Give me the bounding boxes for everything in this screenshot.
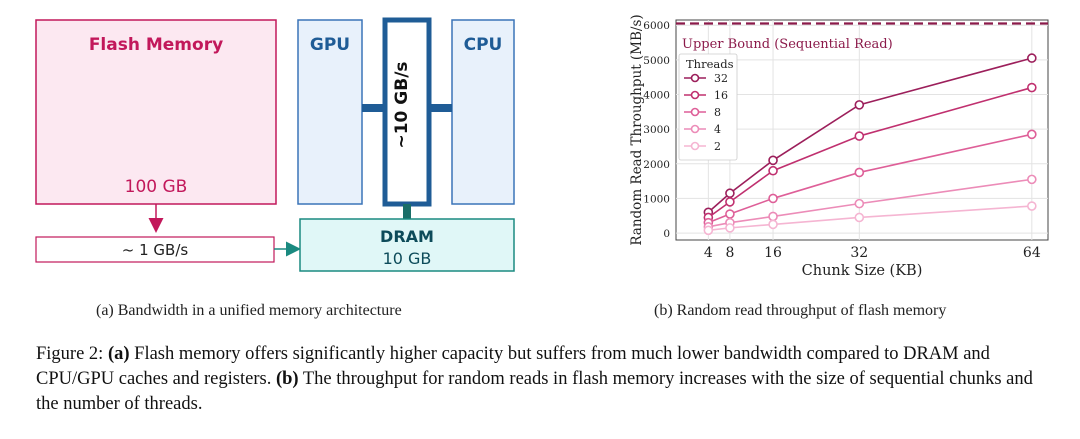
y-tick-label: 4000 (643, 89, 670, 101)
legend-label-32: 32 (714, 72, 728, 85)
legend-marker-32 (690, 73, 700, 83)
legend-marker-16 (690, 90, 700, 100)
y-tick-label: 1000 (643, 193, 670, 205)
flash-bandwidth-label: ~ 1 GB/s (122, 241, 189, 259)
data-point-2 (1027, 201, 1037, 211)
gpu-box (297, 19, 363, 205)
data-point-32 (725, 188, 735, 199)
chart-grid (676, 20, 1048, 240)
chart-series (703, 53, 1037, 236)
data-point-32 (854, 100, 865, 110)
x-tick-label: 32 (850, 245, 868, 261)
data-point-4 (768, 211, 778, 222)
x-axis-label: Chunk Size (KB) (802, 263, 923, 279)
data-point-2 (854, 212, 865, 223)
upper-bound-label: Upper Bound (Sequential Read) (682, 37, 893, 52)
legend-marker-2 (690, 141, 700, 151)
subcaption-a: (a) Bandwidth in a unified memory archit… (96, 302, 402, 319)
legend-label-8: 8 (714, 106, 721, 119)
dram-box (299, 218, 515, 272)
x-tick-label: 16 (764, 245, 782, 261)
data-point-32 (1027, 53, 1037, 63)
legend-marker-8 (690, 107, 700, 117)
x-tick-label: 64 (1023, 245, 1041, 261)
caption-b-label: (b) (275, 369, 299, 389)
data-point-16 (725, 197, 735, 207)
dram-title: DRAM (380, 227, 434, 246)
y-axis-label: Random Read Throughput (MB/s) (629, 14, 645, 245)
y-tick-label: 3000 (643, 124, 670, 136)
figure-caption: Figure 2: (a) Flash memory offers signif… (36, 342, 1056, 417)
x-tick-label: 8 (725, 245, 734, 261)
subcaption-b: (b) Random read throughput of flash memo… (654, 302, 947, 319)
data-point-16 (768, 165, 778, 176)
data-point-4 (1027, 174, 1037, 185)
cpu-bus-connector (429, 104, 452, 112)
legend-label-16: 16 (714, 89, 728, 102)
data-point-8 (1027, 129, 1037, 140)
data-point-4 (854, 198, 865, 209)
data-point-8 (854, 167, 865, 178)
cpu-label: CPU (464, 35, 503, 55)
legend-title: Threads (686, 57, 734, 71)
caption-a-text: Flash memory offers significantly higher… (36, 344, 990, 389)
data-point-32 (768, 155, 778, 166)
y-tick-label: 0 (663, 228, 670, 240)
flash-bandwidth-box (35, 236, 275, 263)
chart-legend: Threads 32 16 8 4 2 (678, 53, 738, 161)
flash-memory-capacity: 100 GB (125, 177, 188, 197)
gpu-bus-connector (362, 104, 385, 112)
x-ticks: 4 8 16 32 64 (704, 245, 1041, 261)
data-point-8 (725, 209, 735, 219)
y-ticks: 0 1000 2000 3000 4000 5000 6000 (643, 20, 670, 240)
gpu-label: GPU (310, 35, 350, 55)
caption-b-text: The throughput for random reads in flash… (36, 369, 1033, 414)
data-point-8 (768, 193, 778, 204)
legend-label-2: 2 (714, 140, 721, 153)
dram-capacity: 10 GB (383, 249, 432, 268)
flash-memory-title: Flash Memory (89, 35, 223, 55)
legend-label-4: 4 (714, 123, 721, 136)
caption-a-label: (a) (107, 344, 130, 364)
legend-marker-4 (690, 124, 700, 134)
bus-dram-connector (403, 204, 411, 219)
flash-memory-box (35, 19, 277, 205)
y-tick-label: 5000 (643, 55, 670, 67)
x-tick-label: 4 (704, 245, 713, 261)
y-tick-label: 6000 (643, 20, 670, 32)
bus-bandwidth-label: ~10 GB/s (392, 61, 412, 148)
memory-architecture-diagram: Flash Memory 100 GB ~ 1 GB/s GPU CPU ~10… (35, 17, 515, 272)
caption-prefix: Figure 2: (36, 344, 108, 364)
y-tick-label: 2000 (643, 159, 670, 171)
data-point-16 (854, 131, 865, 141)
data-point-16 (1027, 82, 1037, 93)
data-point-2 (725, 223, 735, 233)
data-point-2 (703, 225, 714, 236)
data-point-2 (768, 219, 778, 230)
